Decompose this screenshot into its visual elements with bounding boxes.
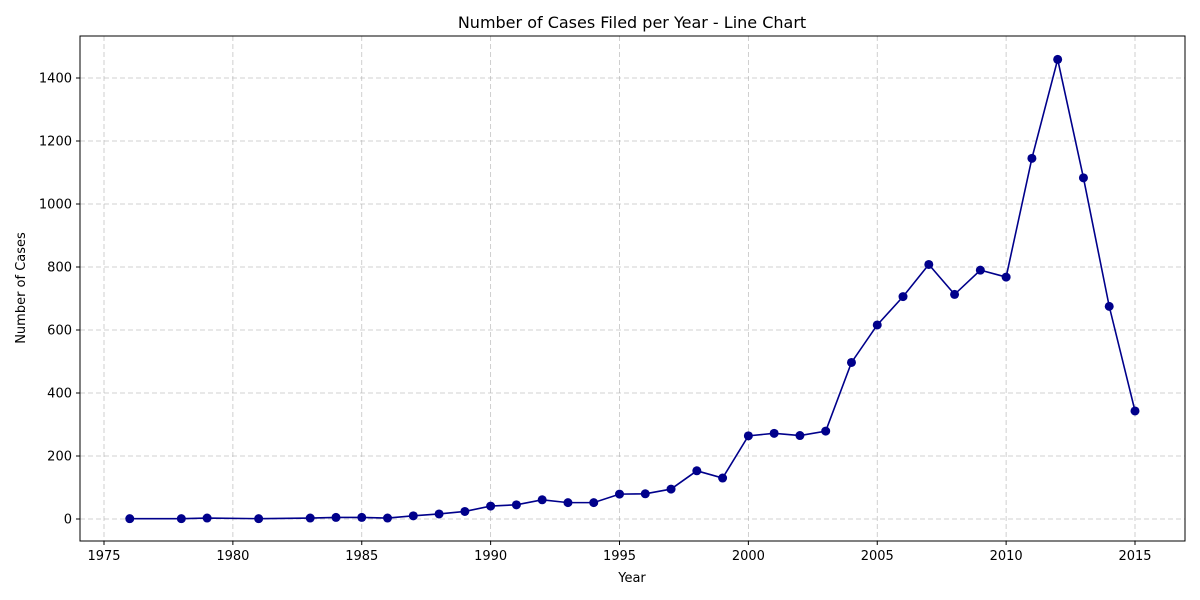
x-tick-label: 1980 (216, 549, 249, 564)
data-point (435, 509, 444, 518)
data-point (254, 514, 263, 523)
data-point (744, 431, 753, 440)
chart-title: Number of Cases Filed per Year - Line Ch… (458, 13, 806, 32)
data-point (615, 490, 624, 499)
data-point (718, 474, 727, 483)
x-tick-label: 1995 (603, 549, 636, 564)
series-line (130, 59, 1135, 518)
data-point (125, 514, 134, 523)
data-point (1027, 154, 1036, 163)
data-point (357, 513, 366, 522)
x-tick-label: 1975 (87, 549, 120, 564)
y-tick-label: 1400 (39, 72, 72, 87)
y-axis-label: Number of Cases (14, 232, 29, 344)
y-tick-label: 1200 (39, 135, 72, 150)
data-point (177, 514, 186, 523)
x-tick-label: 2005 (861, 549, 894, 564)
data-point (331, 513, 340, 522)
y-tick-label: 400 (47, 387, 72, 402)
data-point (847, 358, 856, 367)
data-point (667, 485, 676, 494)
data-point (1053, 55, 1062, 64)
data-point (409, 511, 418, 520)
data-point (563, 498, 572, 507)
data-point (538, 495, 547, 504)
x-tick-label: 2000 (732, 549, 765, 564)
data-point (203, 514, 212, 523)
data-point (306, 514, 315, 523)
data-point (1079, 173, 1088, 182)
x-tick-label: 1985 (345, 549, 378, 564)
series-line-layer (125, 55, 1139, 523)
data-point (795, 431, 804, 440)
data-point (1002, 273, 1011, 282)
x-tick-label: 1990 (474, 549, 507, 564)
data-point (873, 320, 882, 329)
data-point (924, 260, 933, 269)
y-tick-label: 1000 (39, 198, 72, 213)
x-axis-label: Year (617, 571, 646, 586)
data-point (1105, 302, 1114, 311)
plot-frame (80, 36, 1185, 541)
data-point (512, 500, 521, 509)
data-point (692, 466, 701, 475)
y-tick-label: 600 (47, 324, 72, 339)
y-tick-label: 200 (47, 450, 72, 465)
data-point (821, 427, 830, 436)
data-point (486, 502, 495, 511)
data-point (770, 429, 779, 438)
data-point (1131, 406, 1140, 415)
data-point (976, 266, 985, 275)
y-tick-label: 800 (47, 261, 72, 276)
data-point (589, 498, 598, 507)
x-tick-label: 2015 (1118, 549, 1151, 564)
y-tick-label: 0 (64, 513, 72, 528)
y-axis-ticks: 0 200 400 600 800 1000 1200 1400 (39, 72, 80, 528)
x-tick-label: 2010 (990, 549, 1023, 564)
data-point (899, 292, 908, 301)
data-point (460, 507, 469, 516)
grid (80, 36, 1185, 541)
x-axis-ticks: 1975 1980 1985 1990 1995 2000 2005 2010 2015 (87, 541, 1151, 564)
data-point (641, 489, 650, 498)
data-point (383, 514, 392, 523)
data-point (950, 290, 959, 299)
